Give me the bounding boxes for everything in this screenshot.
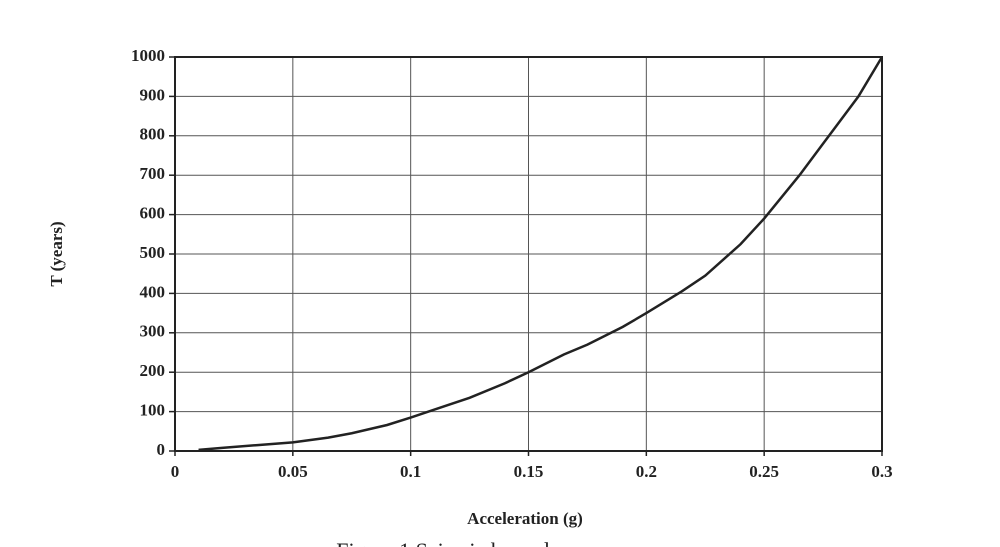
y-tick-label: 600	[140, 204, 166, 223]
x-tick-label: 0.15	[514, 462, 544, 481]
y-tick-label: 1000	[131, 46, 165, 65]
y-tick-label: 100	[140, 401, 166, 420]
x-tick-label: 0.25	[749, 462, 779, 481]
y-tick-label: 900	[140, 85, 166, 104]
x-axis-label: Acceleration (g)	[467, 509, 583, 528]
y-tick-label: 300	[140, 322, 166, 341]
data-line	[198, 56, 884, 452]
y-tick-label: 200	[140, 361, 166, 380]
x-tick-label: 0.1	[400, 462, 421, 481]
x-tick-label: 0	[171, 462, 180, 481]
caption: Figure 1 Seismic hazard curve	[336, 538, 604, 547]
y-tick-label: 800	[140, 125, 166, 144]
y-tick-label: 500	[140, 243, 166, 262]
x-tick-label: 0.2	[636, 462, 657, 481]
y-tick-label: 400	[140, 282, 166, 301]
x-tick-label: 0.05	[278, 462, 308, 481]
y-axis-label: T (years)	[47, 221, 66, 286]
y-tick-label: 0	[157, 440, 166, 459]
y-tick-label: 700	[140, 164, 166, 183]
plot-frame	[174, 56, 883, 452]
x-tick-label: 0.3	[871, 462, 892, 481]
